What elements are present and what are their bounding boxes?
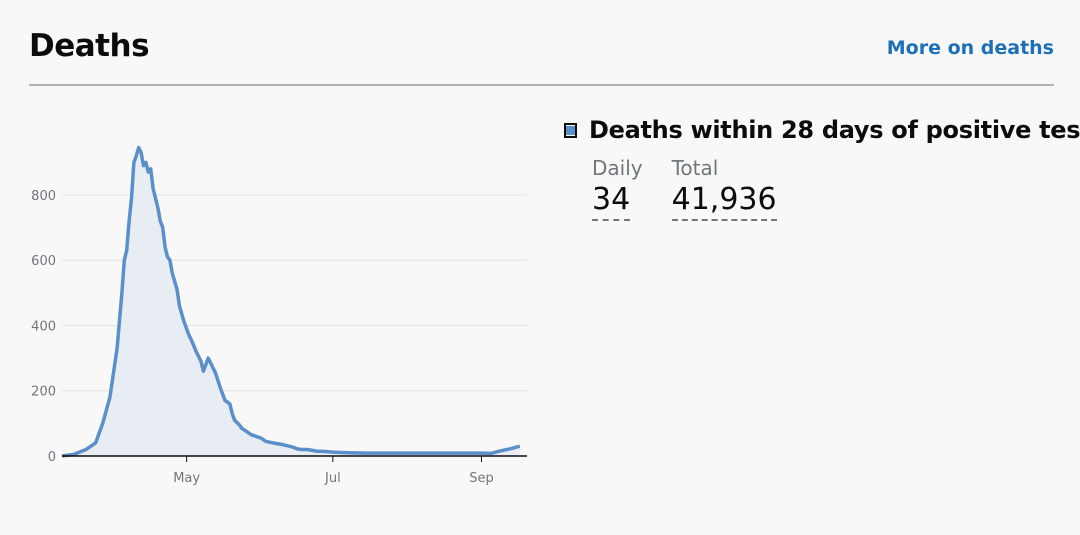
total-figure: Total 41,936 — [671, 156, 777, 221]
y-tick-label: 600 — [31, 254, 56, 269]
y-tick-label: 0 — [48, 450, 56, 465]
y-tick-label: 200 — [31, 385, 56, 400]
y-tick-label: 400 — [31, 319, 56, 334]
legend-swatch — [564, 122, 577, 138]
metric-panel: Deaths within 28 days of positive test D… — [564, 116, 1080, 221]
card-header: Deaths More on deaths — [29, 26, 1054, 86]
x-tick-label: Jul — [324, 471, 341, 486]
x-tick-label: May — [173, 471, 200, 486]
chart-area-fill — [62, 147, 520, 456]
daily-figure: Daily 34 — [592, 156, 643, 221]
chart-series-line — [61, 145, 521, 458]
chart-svg: 0 200 400 600 800 May Jul Sep — [31, 145, 527, 486]
more-on-deaths-link[interactable]: More on deaths — [886, 37, 1054, 59]
metric-header: Deaths within 28 days of positive test — [564, 116, 1080, 144]
total-label: Total — [671, 156, 719, 180]
metric-title: Deaths within 28 days of positive test — [589, 116, 1080, 144]
y-tick-label: 800 — [31, 189, 56, 204]
metric-figures: Daily 34 Total 41,936 — [592, 156, 1064, 221]
daily-label: Daily — [592, 156, 643, 180]
total-value[interactable]: 41,936 — [671, 182, 777, 221]
x-tick-label: Sep — [469, 471, 494, 486]
page-title: Deaths — [29, 28, 150, 64]
daily-value[interactable]: 34 — [592, 182, 631, 221]
deaths-chart: 0 200 400 600 800 May Jul Sep — [0, 90, 540, 510]
